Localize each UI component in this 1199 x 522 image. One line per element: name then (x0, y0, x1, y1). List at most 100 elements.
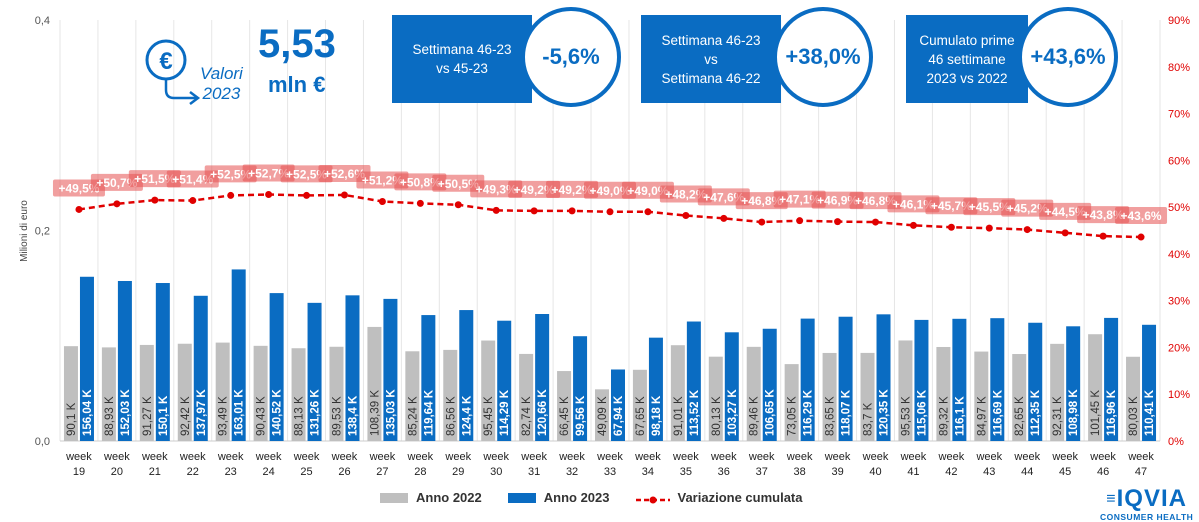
variation-point (947, 223, 955, 231)
bar-2023 (459, 310, 474, 441)
variation-point (834, 218, 842, 226)
kpi-3-line-3: 2023 vs 2022 (926, 70, 1008, 86)
variation-label: +48,2% (665, 188, 706, 202)
category-label: week (1051, 451, 1078, 463)
bar-label-2022: 88,93 K (104, 396, 116, 436)
variation-label-bg (1115, 207, 1168, 225)
variation-point (227, 191, 235, 199)
variation-point (189, 197, 197, 205)
bar-2022 (519, 353, 534, 441)
category-label: week (558, 451, 585, 463)
y2-tick-label: 30% (1168, 296, 1190, 308)
bar-2023 (838, 316, 853, 441)
y2-tick-label: 0% (1168, 436, 1184, 448)
bar-2023 (914, 319, 929, 441)
category-label-week-number: 41 (907, 466, 919, 478)
category-label-week-number: 32 (566, 466, 578, 478)
bar-2022 (974, 351, 989, 441)
bar-label-2023: 113,52 K (689, 389, 701, 436)
category-label: week (217, 451, 244, 463)
bar-2022 (139, 344, 154, 441)
bar-label-2023: 120,66 K (537, 389, 549, 436)
variation-point (985, 224, 993, 232)
legend-item-2023: Anno 2023 (507, 490, 610, 505)
variation-point (568, 207, 576, 215)
svg-text:€: € (159, 48, 172, 75)
bar-2023 (79, 276, 94, 441)
variation-label: +46,9% (817, 194, 858, 208)
variation-label: +43,6% (1121, 209, 1162, 223)
variation-point (1099, 232, 1107, 240)
bar-2022 (784, 364, 799, 441)
bar-label-2023: 150,1 K (158, 395, 170, 436)
category-label: week (293, 451, 320, 463)
category-label: week (824, 451, 851, 463)
category-label: week (938, 451, 965, 463)
category-label-week-number: 26 (338, 466, 350, 478)
category-label-week-number: 31 (528, 466, 540, 478)
variation-point (644, 208, 652, 216)
variation-label: +46,1% (893, 197, 934, 211)
bar-label-2023: 116,1 K (954, 396, 966, 436)
bar-2023 (686, 321, 701, 441)
bar-label-2022: 95,45 K (483, 396, 495, 436)
bar-label-2022: 95,53 K (900, 396, 912, 436)
bar-2022 (253, 345, 268, 441)
category-label-week-number: 34 (642, 466, 654, 478)
variation-label: +47,6% (703, 190, 744, 204)
variation-label: +50,5% (438, 177, 479, 191)
bar-2022 (595, 389, 609, 441)
bar-2022 (898, 340, 913, 441)
category-label: week (596, 451, 623, 463)
category-label-week-number: 33 (604, 466, 616, 478)
kpi-1-value: -5,6% (521, 7, 621, 107)
bar-2023 (648, 337, 663, 441)
kpi-box-week-vs-week: Settimana 46-23 vs 45-23 (392, 15, 532, 103)
bar-2022 (670, 345, 685, 441)
bar-2023 (1028, 322, 1043, 441)
bar-label-2022: 83,65 K (825, 396, 837, 436)
variation-point (75, 205, 83, 213)
category-label: week (103, 451, 130, 463)
legend-label-2022: Anno 2022 (416, 490, 482, 505)
bar-2023 (117, 280, 132, 441)
variation-label: +51,5% (134, 172, 175, 186)
category-label-week-number: 36 (718, 466, 730, 478)
bar-label-2023: 115,06 K (916, 389, 928, 436)
bar-label-2022: 80,13 K (711, 396, 723, 436)
variation-label: +51,4% (172, 173, 213, 187)
kpi-2-line-1: Settimana 46-23 (661, 32, 761, 48)
variation-point (454, 201, 462, 209)
variation-point (909, 221, 917, 229)
bar-2023 (876, 314, 891, 441)
euro-down-icon: € (144, 38, 208, 106)
bar-2022 (746, 346, 761, 441)
bar-2023 (611, 369, 625, 441)
y2-tick-label: 70% (1168, 109, 1190, 121)
variation-label: +52,5% (210, 167, 251, 181)
bar-label-2023: 114,29 K (499, 389, 511, 436)
category-label-week-number: 39 (831, 466, 843, 478)
legend-label-2023: Anno 2023 (543, 490, 610, 505)
category-label: week (407, 451, 434, 463)
bar-2022 (1012, 354, 1027, 441)
headline-value: 5,53 (258, 22, 336, 66)
category-label: week (634, 451, 661, 463)
variation-label: +52,5% (286, 167, 327, 181)
variation-point (872, 218, 880, 226)
kpi-2-value: +38,0% (773, 7, 873, 107)
kpi-2-line-2: vs (704, 51, 718, 67)
variation-label: +50,8% (400, 175, 441, 189)
bar-label-2022: 89,53 K (331, 396, 343, 436)
bar-label-2023: 156,04 K (82, 389, 94, 436)
bar-label-2023: 108,98 K (1068, 389, 1080, 436)
variation-label: +46,8% (855, 194, 896, 208)
kpi-1-line-1: Settimana 46-23 (412, 42, 512, 57)
kpi-box-cumulative: Cumulato prime 46 settimane 2023 vs 2022 (906, 15, 1028, 103)
y2-tick-label: 40% (1168, 249, 1190, 261)
bar-label-2022: 84,97 K (976, 396, 988, 436)
bar-label-2022: 80,03 K (1128, 396, 1140, 436)
category-label-week-number: 25 (300, 466, 312, 478)
bar-label-2022: 108,39 K (369, 390, 381, 436)
